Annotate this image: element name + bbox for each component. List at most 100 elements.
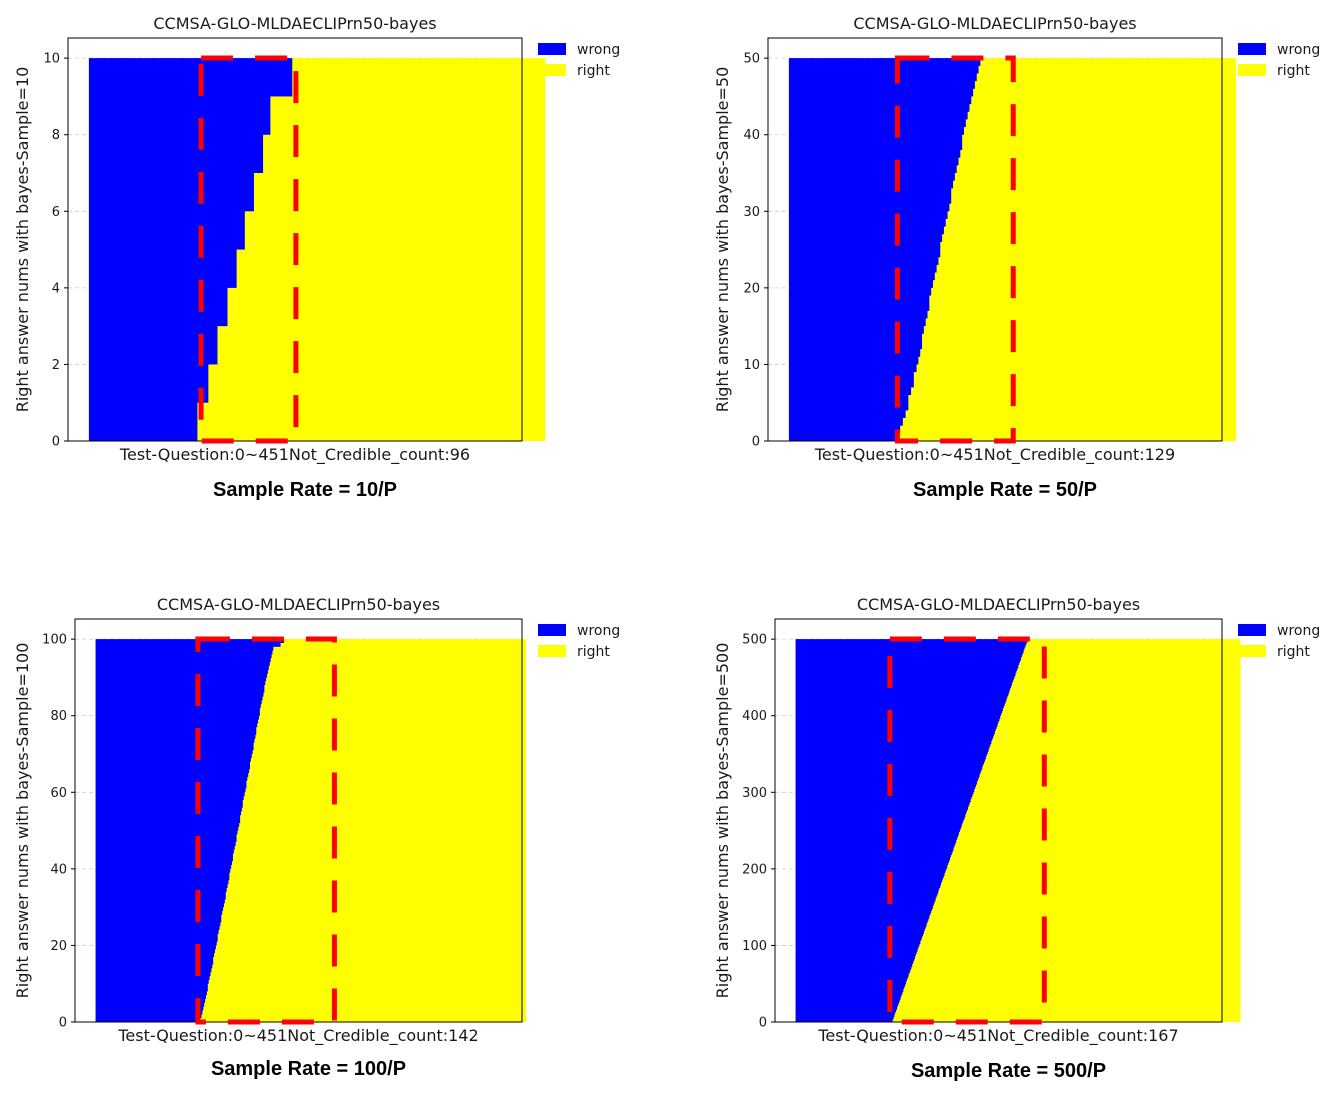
bar-right [420,58,423,442]
bar-right [355,639,358,1022]
bar-right [1158,639,1160,1022]
bar-right [981,769,983,1022]
bar-wrong [935,639,937,898]
bar-right [494,58,497,442]
bar-right [995,728,998,1022]
bar-right [394,58,396,442]
bar-right [397,639,399,1022]
bar-right [980,771,982,1022]
bar-right [976,781,979,1022]
y-axis-label: Right answer nums with bayes-Sample=50 [713,67,732,413]
bar-right [202,402,205,441]
bar-right [353,639,355,1022]
bar-right [1031,58,1033,442]
bar-right [291,639,293,1022]
bar-wrong [209,639,211,977]
bar-right [399,58,402,442]
bar-right [1012,680,1015,1022]
bar-wrong [118,58,121,442]
bar-right [373,58,375,442]
bar-right [325,639,327,1022]
bar-right [1014,58,1016,442]
bar-right [282,96,284,441]
bar-right [1027,58,1030,442]
bar-right [395,639,397,1022]
bar-right [919,356,921,441]
bar-wrong [932,58,934,288]
bar-right [1206,639,1209,1022]
bar-right [1057,58,1060,442]
bar-right [285,96,288,441]
bar-right [307,58,310,442]
bar-right [930,295,932,441]
bar-wrong [962,58,964,135]
bar-right [236,834,238,1022]
bar-right [1007,58,1010,442]
bar-right [1034,639,1036,1022]
bar-right [318,639,320,1022]
bar-right [984,58,987,442]
bar-right [1004,703,1007,1022]
y-tick-label: 100 [742,939,767,954]
bar-right [1038,639,1040,1022]
bar-right [1167,58,1169,442]
bar-right [1170,639,1172,1022]
bar-right [492,639,494,1022]
bar-right [1211,58,1213,442]
bar-right [301,639,303,1022]
bar-wrong [870,639,873,1022]
bar-wrong [955,639,957,843]
bar-right [221,914,223,1022]
bar-right [454,58,456,442]
bar-right [985,58,988,442]
bar-wrong [1024,639,1026,648]
bar-right [314,58,316,442]
bar-right [1142,58,1145,442]
bar-wrong [813,639,815,1022]
bar-right [270,96,272,441]
bar-right [364,639,367,1022]
bar-right [1102,58,1104,442]
bar-right [328,639,330,1022]
bar-wrong [1002,639,1004,712]
bar-right [350,639,352,1022]
bar-right [396,58,398,442]
bar-right [445,58,447,442]
y-tick-label: 60 [50,786,67,801]
bar-wrong [859,58,861,442]
bar-right [441,58,444,442]
bar-right [893,1017,895,1022]
bar-right [1239,639,1241,1022]
bar-right [976,73,979,442]
bar-right [1179,639,1182,1022]
bar-right [1202,639,1204,1022]
bar-wrong [946,639,948,869]
bar-right [263,134,265,441]
bar-wrong [926,58,928,319]
bar-right [1013,678,1016,1022]
bar-right [239,822,241,1022]
bar-right [928,310,930,441]
bar-right [220,326,222,441]
bar-right [1231,58,1233,442]
bar-wrong [168,639,170,1022]
bar-right [968,111,970,442]
bar-wrong [138,58,140,442]
bar-right [897,1004,900,1022]
bar-right [208,364,210,441]
bar-wrong [816,58,818,442]
bar-right [479,639,482,1022]
bar-right [1228,639,1230,1022]
bar-right [318,58,321,442]
bar-right [922,936,924,1022]
bar-wrong [195,639,197,1022]
bar-right [502,58,505,442]
bar-wrong [819,58,822,442]
bar-right [1174,639,1176,1022]
legend-swatch-wrong [1238,43,1266,55]
bar-right [994,734,996,1022]
bar-wrong [896,58,898,442]
bar-right [354,58,356,442]
bar-right [1126,639,1128,1022]
bar-right [201,402,204,441]
